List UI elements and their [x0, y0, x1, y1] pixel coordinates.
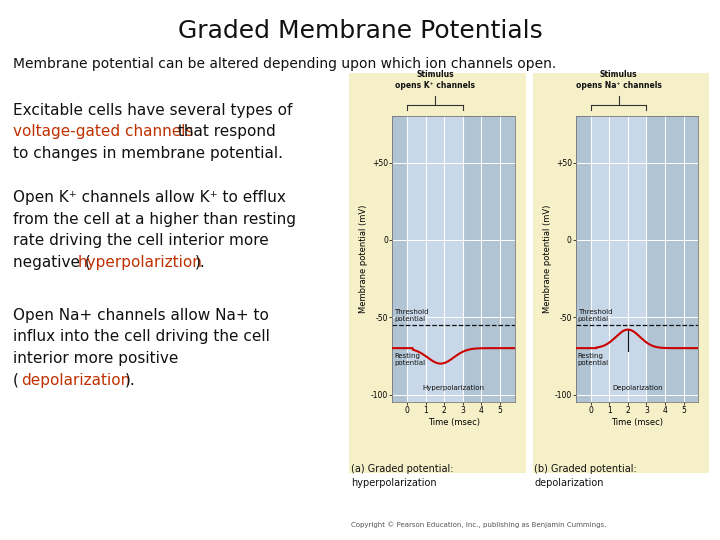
Text: hyperpolariztion: hyperpolariztion — [78, 255, 202, 270]
Text: negative (: negative ( — [13, 255, 91, 270]
Text: Graded Membrane Potentials: Graded Membrane Potentials — [178, 19, 542, 43]
Text: Open Na+ channels allow Na+ to: Open Na+ channels allow Na+ to — [13, 308, 269, 323]
Bar — [591, 116, 647, 402]
Text: Hyperpolarization: Hyperpolarization — [423, 386, 485, 392]
Text: Copyright © Pearson Education, Inc., publishing as Benjamin Cummings.: Copyright © Pearson Education, Inc., pub… — [351, 522, 606, 528]
Text: (: ( — [13, 373, 19, 388]
Text: to changes in membrane potential.: to changes in membrane potential. — [13, 146, 283, 161]
Text: that respond: that respond — [173, 124, 276, 139]
Text: voltage-gated channels: voltage-gated channels — [13, 124, 194, 139]
Text: depolarization: depolarization — [22, 373, 131, 388]
Text: Threshold
potential: Threshold potential — [578, 309, 612, 322]
Y-axis label: Membrane potential (mV): Membrane potential (mV) — [543, 205, 552, 313]
Text: ).: ). — [125, 373, 135, 388]
Text: Open K⁺ channels allow K⁺ to efflux: Open K⁺ channels allow K⁺ to efflux — [13, 190, 286, 205]
Text: Resting
potential: Resting potential — [395, 353, 426, 366]
Text: Stimulus
opens Na⁺ channels: Stimulus opens Na⁺ channels — [576, 70, 662, 90]
Bar — [408, 116, 463, 402]
X-axis label: Time (msec): Time (msec) — [428, 418, 480, 427]
Text: interior more positive: interior more positive — [13, 351, 179, 366]
Text: (b) Graded potential:
depolarization: (b) Graded potential: depolarization — [534, 464, 637, 488]
Text: (a) Graded potential:
hyperpolarization: (a) Graded potential: hyperpolarization — [351, 464, 453, 488]
Text: ).: ). — [195, 255, 206, 270]
Text: from the cell at a higher than resting: from the cell at a higher than resting — [13, 212, 296, 227]
Text: Depolarization: Depolarization — [612, 386, 662, 392]
Text: Stimulus
opens K⁺ channels: Stimulus opens K⁺ channels — [395, 70, 475, 90]
Text: Membrane potential can be altered depending upon which ion channels open.: Membrane potential can be altered depend… — [13, 57, 557, 71]
X-axis label: Time (msec): Time (msec) — [611, 418, 663, 427]
Text: influx into the cell driving the cell: influx into the cell driving the cell — [13, 329, 270, 345]
Text: Resting
potential: Resting potential — [578, 353, 609, 366]
Text: Excitable cells have several types of: Excitable cells have several types of — [13, 103, 292, 118]
Text: rate driving the cell interior more: rate driving the cell interior more — [13, 233, 269, 248]
Y-axis label: Membrane potential (mV): Membrane potential (mV) — [359, 205, 368, 313]
Text: Threshold
potential: Threshold potential — [395, 309, 428, 322]
